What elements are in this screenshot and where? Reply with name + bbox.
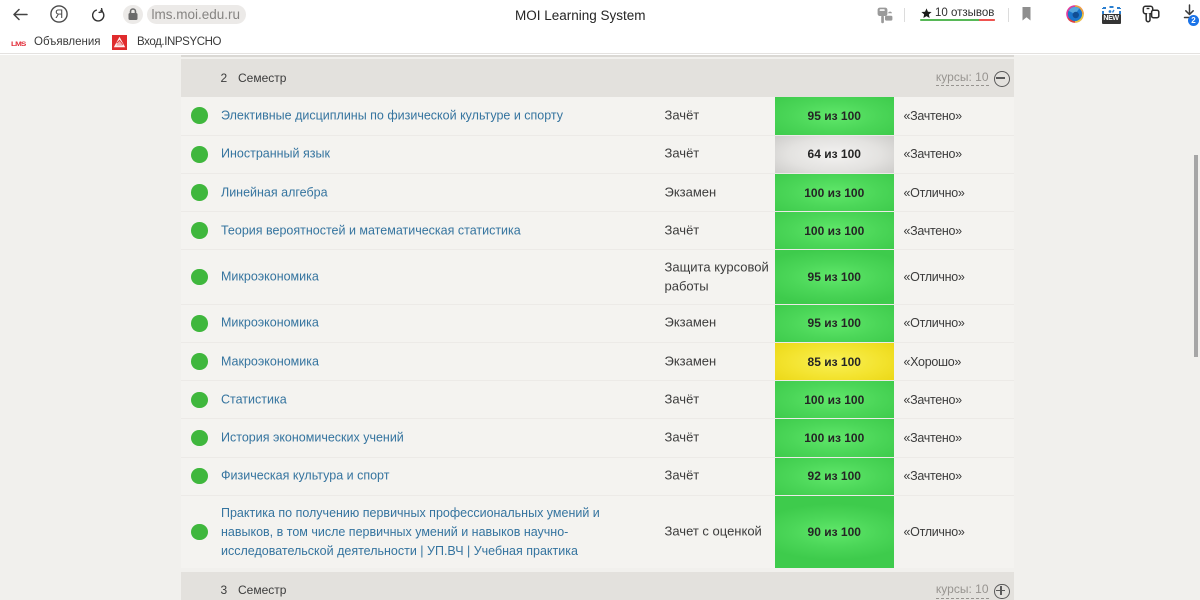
svg-text:Я: Я (55, 9, 63, 21)
